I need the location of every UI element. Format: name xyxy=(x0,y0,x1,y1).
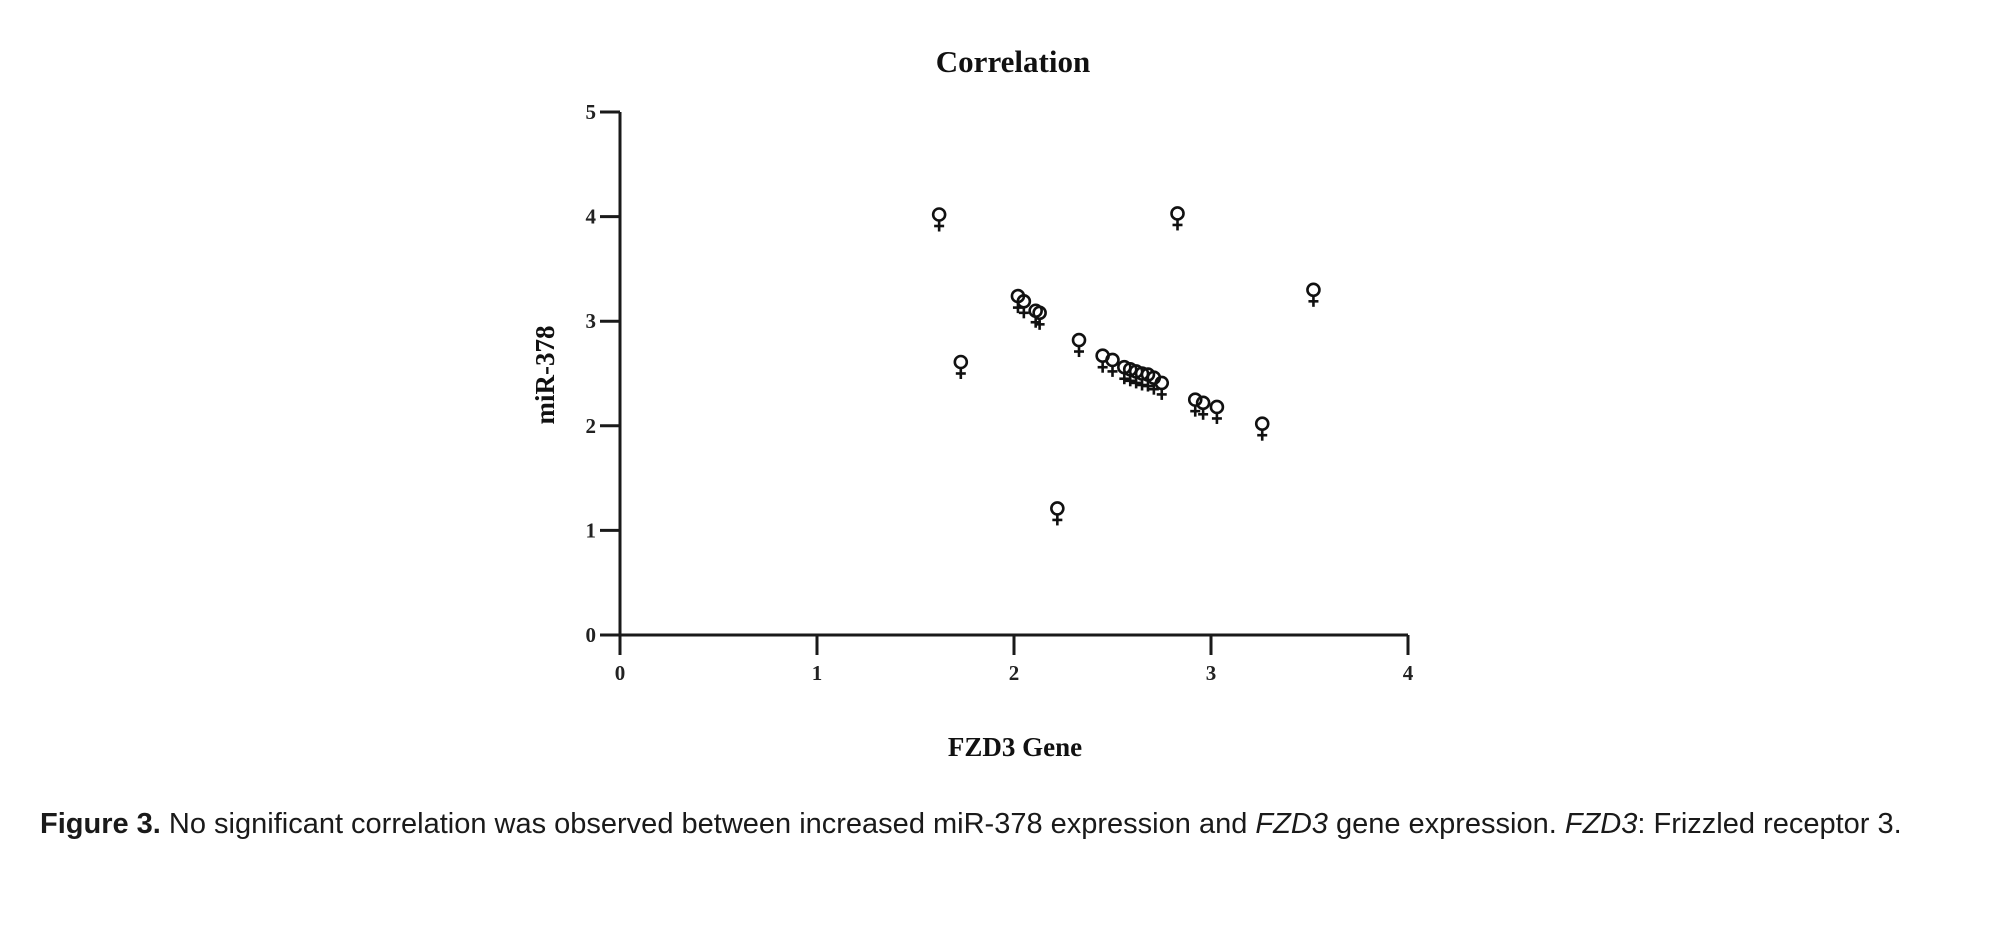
data-point xyxy=(1050,501,1065,526)
x-tick-label: 3 xyxy=(1206,661,1217,685)
data-point xyxy=(1209,399,1225,424)
x-tick-label: 2 xyxy=(1009,661,1020,685)
caption-text-2: gene expression. xyxy=(1327,808,1565,840)
chart-title: Correlation xyxy=(936,44,1090,79)
data-point xyxy=(1105,352,1120,377)
y-tick-label: 4 xyxy=(586,205,597,229)
data-point xyxy=(1154,375,1170,400)
y-tick-label: 3 xyxy=(586,309,597,333)
data-point xyxy=(1254,416,1270,441)
data-point xyxy=(1306,282,1321,307)
data-point xyxy=(1170,206,1185,231)
x-tick-label: 1 xyxy=(812,661,823,685)
caption-text-1: No significant correlation was observed … xyxy=(160,808,1256,840)
y-axis-label: miR-378 xyxy=(530,326,560,425)
caption-gene-1: FZD3 xyxy=(1255,808,1328,840)
data-point xyxy=(1016,294,1032,319)
x-tick-label: 0 xyxy=(615,661,626,685)
x-tick-label: 4 xyxy=(1403,661,1414,685)
data-point xyxy=(1187,392,1203,417)
axes: 0 1 2 3 4 0 1 2 3 4 5 xyxy=(586,100,1414,685)
caption-gene-2: FZD3 xyxy=(1564,808,1638,840)
y-tick-label: 1 xyxy=(586,518,597,542)
y-tick-label: 2 xyxy=(586,414,597,438)
data-point xyxy=(1195,395,1211,420)
data-points xyxy=(931,206,1321,526)
x-axis-label: FZD3 Gene xyxy=(948,732,1082,760)
caption-text-3: : Frizzled receptor 3. xyxy=(1637,808,1902,840)
data-point xyxy=(1071,332,1087,358)
data-point xyxy=(953,354,969,379)
data-point xyxy=(931,207,947,232)
data-point xyxy=(1032,305,1047,330)
figure-caption: Figure 3. No significant correlation was… xyxy=(40,805,1980,843)
caption-label: Figure 3. xyxy=(40,808,161,840)
y-tick-label: 5 xyxy=(586,100,597,124)
y-tick-label: 0 xyxy=(586,623,597,647)
scatter-chart: Correlation 0 1 2 3 4 0 1 2 3 4 5 FZD3 Gene miR-37… xyxy=(530,44,1414,760)
